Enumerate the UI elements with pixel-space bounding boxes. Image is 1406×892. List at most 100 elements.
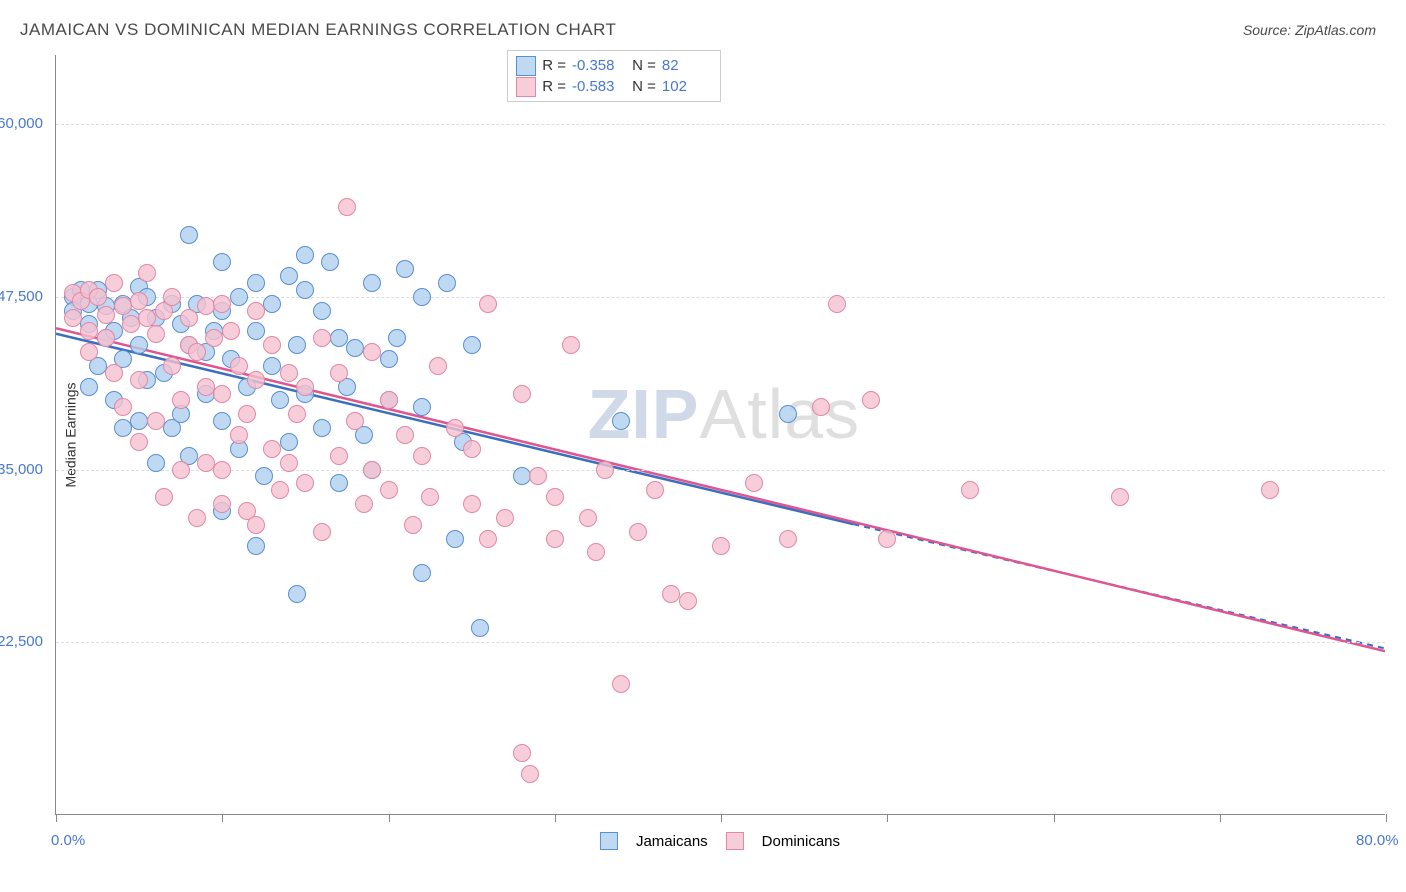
data-point [64, 309, 82, 327]
data-point [213, 385, 231, 403]
series-legend: JamaicansDominicans [600, 832, 840, 850]
data-point [271, 391, 289, 409]
data-point [313, 302, 331, 320]
gridline-h [56, 642, 1385, 643]
data-point [130, 412, 148, 430]
data-point [263, 357, 281, 375]
data-point [562, 336, 580, 354]
gridline-h [56, 124, 1385, 125]
data-point [513, 467, 531, 485]
data-point [172, 391, 190, 409]
legend-n-label: N = [628, 76, 656, 97]
data-point [745, 474, 763, 492]
source-attribution: Source: ZipAtlas.com [1243, 22, 1376, 38]
data-point [247, 371, 265, 389]
data-point [230, 357, 248, 375]
data-point [421, 488, 439, 506]
data-point [313, 329, 331, 347]
data-point [396, 260, 414, 278]
data-point [197, 454, 215, 472]
data-point [163, 288, 181, 306]
data-point [247, 274, 265, 292]
data-point [280, 364, 298, 382]
data-point [413, 288, 431, 306]
data-point [479, 530, 497, 548]
data-point [662, 585, 680, 603]
legend-r-label: R = [542, 55, 566, 76]
y-tick-label: $35,000 [0, 461, 43, 478]
data-point [205, 329, 223, 347]
data-point [363, 343, 381, 361]
data-point [147, 412, 165, 430]
data-point [147, 454, 165, 472]
data-point [579, 509, 597, 527]
data-point [380, 481, 398, 499]
data-point [355, 495, 373, 513]
data-point [388, 329, 406, 347]
data-point [188, 343, 206, 361]
data-point [321, 253, 339, 271]
correlation-legend: R = -0.358 N = 82R = -0.583 N = 102 [507, 50, 721, 102]
x-tick [1054, 814, 1055, 822]
data-point [463, 440, 481, 458]
y-tick-label: $47,500 [0, 288, 43, 305]
legend-n-value: 102 [662, 76, 712, 97]
data-point [413, 564, 431, 582]
data-point [828, 295, 846, 313]
data-point [280, 454, 298, 472]
x-tick [1220, 814, 1221, 822]
data-point [263, 295, 281, 313]
data-point [288, 405, 306, 423]
legend-r-label: R = [542, 76, 566, 97]
data-point [130, 433, 148, 451]
data-point [438, 274, 456, 292]
data-point [446, 530, 464, 548]
data-point [89, 288, 107, 306]
data-point [247, 516, 265, 534]
data-point [612, 412, 630, 430]
gridline-h [56, 297, 1385, 298]
data-point [446, 419, 464, 437]
data-point [122, 315, 140, 333]
data-point [114, 297, 132, 315]
data-point [413, 398, 431, 416]
data-point [496, 509, 514, 527]
data-point [263, 336, 281, 354]
legend-row: R = -0.358 N = 82 [516, 55, 712, 76]
data-point [130, 292, 148, 310]
data-point [463, 336, 481, 354]
chart-title: JAMAICAN VS DOMINICAN MEDIAN EARNINGS CO… [20, 20, 616, 40]
data-point [213, 495, 231, 513]
legend-swatch [726, 832, 744, 850]
data-point [404, 516, 422, 534]
data-point [330, 364, 348, 382]
data-point [1111, 488, 1129, 506]
data-point [646, 481, 664, 499]
data-point [612, 675, 630, 693]
data-point [180, 309, 198, 327]
trend-lines-svg [56, 55, 1385, 814]
x-tick [887, 814, 888, 822]
data-point [380, 391, 398, 409]
data-point [396, 426, 414, 444]
data-point [247, 322, 265, 340]
data-point [247, 302, 265, 320]
data-point [779, 405, 797, 423]
data-point [271, 481, 289, 499]
data-point [80, 378, 98, 396]
y-tick-label: $60,000 [0, 115, 43, 132]
data-point [197, 378, 215, 396]
data-point [213, 412, 231, 430]
data-point [288, 585, 306, 603]
data-point [172, 461, 190, 479]
data-point [280, 267, 298, 285]
data-point [521, 765, 539, 783]
data-point [812, 398, 830, 416]
data-point [155, 488, 173, 506]
data-point [213, 253, 231, 271]
data-point [546, 530, 564, 548]
data-point [247, 537, 265, 555]
data-point [130, 336, 148, 354]
data-point [114, 398, 132, 416]
data-point [429, 357, 447, 375]
